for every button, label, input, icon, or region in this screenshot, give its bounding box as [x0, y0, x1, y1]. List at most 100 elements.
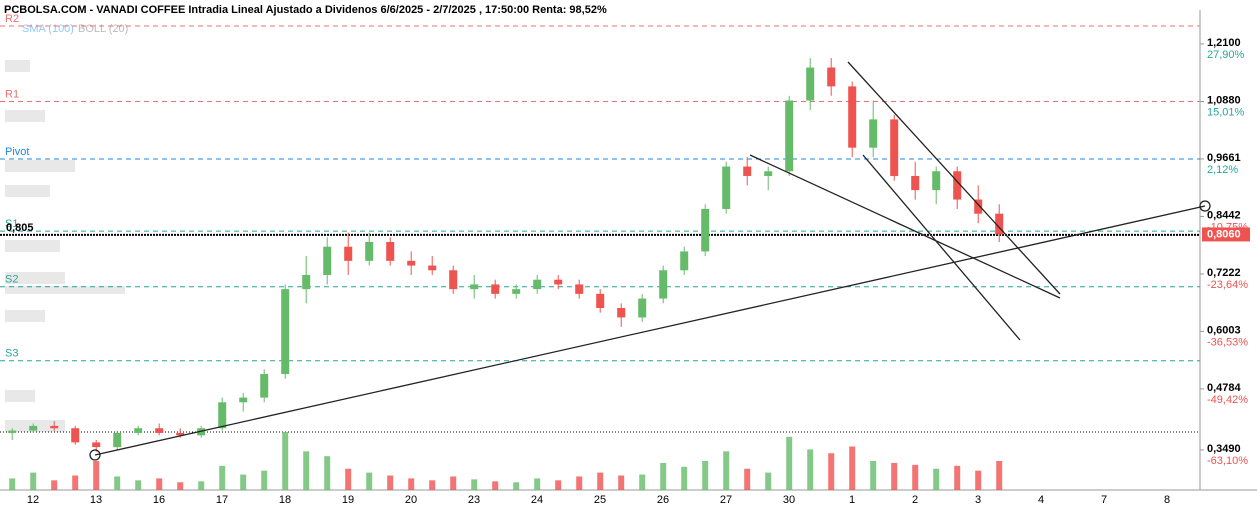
candle-body [911, 175, 920, 191]
y-tick-label: 0,7222 [1207, 267, 1241, 279]
volume-bar [114, 476, 121, 490]
volume-bar [366, 472, 373, 490]
volume-bar [828, 453, 835, 490]
level-label: S1 [5, 218, 18, 230]
volume-bar [933, 468, 940, 490]
candle-body [827, 67, 836, 87]
volume-bar [555, 480, 562, 490]
candle-body [596, 293, 605, 308]
volume-bar [345, 468, 352, 490]
x-tick-label: 4 [1038, 494, 1044, 506]
level-label: R1 [5, 88, 19, 100]
volume-bar [303, 451, 310, 490]
candle-body [701, 208, 710, 252]
candle-body [848, 86, 857, 148]
x-tick-label: 13 [90, 494, 102, 506]
x-tick-label: 7 [1101, 494, 1107, 506]
reference-label: 0,805 [6, 222, 34, 234]
volume-bar [660, 462, 667, 490]
volume-bar [429, 480, 436, 490]
candle-body [890, 119, 899, 176]
candle-body [29, 425, 38, 431]
y-tick-pct: -36,53% [1207, 336, 1248, 348]
y-tick-label: 0,3490 [1207, 443, 1241, 455]
candle-body [638, 298, 647, 318]
volume-bar [996, 461, 1003, 490]
candle-body [239, 397, 248, 403]
volume-bar [450, 476, 457, 490]
y-tick-pct: -63,10% [1207, 455, 1248, 467]
indicator-label: SMA (100) [22, 23, 74, 35]
volume-bar [219, 465, 226, 490]
volume-bar [723, 451, 730, 490]
trendlines [89, 61, 1211, 461]
x-tick-label: 8 [1164, 494, 1170, 506]
volume-bar [807, 449, 814, 490]
volume-bar [324, 456, 331, 490]
x-tick-label: 3 [975, 494, 981, 506]
x-tick-label: 12 [27, 494, 39, 506]
y-tick-label: 1,0880 [1207, 94, 1241, 106]
candle-body [764, 171, 773, 176]
volume-bar [597, 472, 604, 490]
level-label: Pivot [5, 146, 29, 158]
y-tick-label: 0,9661 [1207, 152, 1241, 164]
candle-body [71, 428, 80, 443]
volume-bar [282, 432, 289, 490]
y-tick-label: 0,4784 [1207, 382, 1242, 394]
x-tick-label: 27 [720, 494, 732, 506]
candle-body [806, 67, 815, 101]
candle-body [659, 270, 668, 299]
x-tick-label: 30 [783, 494, 795, 506]
last-price-tag [1202, 227, 1250, 242]
volume-bar [702, 461, 709, 490]
x-tick-label: 24 [531, 494, 543, 506]
x-tick-label: 25 [594, 494, 606, 506]
y-tick-pct: -23,64% [1207, 279, 1248, 291]
candle-body [134, 428, 143, 433]
volume-bar [72, 475, 79, 490]
volume-bar [639, 474, 646, 490]
volume-bar [93, 461, 100, 490]
y-tick-label: 0,6003 [1207, 324, 1241, 336]
x-tick-label: 18 [279, 494, 291, 506]
candle-body [533, 279, 542, 290]
candle-body [323, 246, 332, 275]
volume-bar [975, 470, 982, 490]
level-label: S2 [5, 274, 18, 286]
x-tick-label: 16 [153, 494, 165, 506]
y-tick-pct: 15,01% [1207, 106, 1245, 118]
volume-bar [534, 478, 541, 490]
last-price-label: 0,8060 [1207, 228, 1241, 240]
candle-body [344, 246, 353, 261]
volume-bar [891, 462, 898, 490]
volume-bar [387, 475, 394, 490]
volume-bar [471, 479, 478, 490]
volume-bar [492, 481, 499, 490]
candle-body [428, 265, 437, 271]
candle-body [785, 100, 794, 172]
candle-body [722, 166, 731, 209]
volume-bar [156, 478, 163, 490]
candle-body [575, 284, 584, 294]
candle-body [617, 307, 626, 318]
volume-bar [408, 478, 415, 490]
y-tick-label: 0,8442 [1207, 209, 1241, 221]
volume-bar [576, 476, 583, 490]
volume-bar [786, 436, 793, 490]
level-label: S3 [5, 348, 18, 360]
x-tick-label: 20 [405, 494, 417, 506]
volume-bar [744, 468, 751, 490]
candle-body [932, 171, 941, 191]
chart-title: PCBOLSA.COM - VANADI COFFEE Intradia Lin… [4, 4, 607, 16]
x-tick-label: 2 [912, 494, 918, 506]
volume-bar [870, 461, 877, 490]
candle-body [92, 442, 101, 448]
volume-bar [51, 480, 58, 490]
candle-body [512, 289, 521, 294]
plot: 12 13 16 17 18 19 20 23 24 25 26 27 30 1 2 3 4 7 81,210027… [0, 13, 1250, 506]
candle-body [953, 171, 962, 200]
candle-body [281, 289, 290, 375]
x-tick-label: 26 [657, 494, 669, 506]
